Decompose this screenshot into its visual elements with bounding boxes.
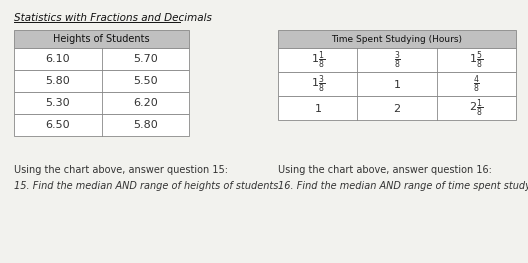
- Text: $1\frac{3}{8}$: $1\frac{3}{8}$: [310, 73, 325, 95]
- FancyBboxPatch shape: [278, 72, 516, 96]
- Text: 5.70: 5.70: [133, 54, 158, 64]
- FancyBboxPatch shape: [14, 48, 189, 70]
- Text: 15. Find the median AND range of heights of students.: 15. Find the median AND range of heights…: [14, 181, 281, 191]
- Text: 6.10: 6.10: [45, 54, 70, 64]
- Text: 5.80: 5.80: [133, 120, 158, 130]
- Text: 5.30: 5.30: [45, 98, 70, 108]
- Text: $\frac{3}{8}$: $\frac{3}{8}$: [393, 49, 400, 71]
- Text: Statistics with Fractions and Decimals: Statistics with Fractions and Decimals: [14, 13, 212, 23]
- Text: $1$: $1$: [314, 102, 322, 114]
- FancyBboxPatch shape: [14, 114, 189, 136]
- Text: $1\frac{5}{8}$: $1\frac{5}{8}$: [469, 49, 483, 71]
- Text: Heights of Students: Heights of Students: [53, 34, 150, 44]
- FancyBboxPatch shape: [278, 96, 516, 120]
- Text: $1\frac{1}{8}$: $1\frac{1}{8}$: [310, 49, 325, 71]
- Text: Time Spent Studying (Hours): Time Spent Studying (Hours): [332, 34, 463, 43]
- Text: 5.50: 5.50: [133, 76, 157, 86]
- FancyBboxPatch shape: [14, 30, 189, 48]
- Text: Using the chart above, answer question 16:: Using the chart above, answer question 1…: [278, 165, 492, 175]
- Text: 6.50: 6.50: [45, 120, 70, 130]
- Text: 16. Find the median AND range of time spent studying.: 16. Find the median AND range of time sp…: [278, 181, 528, 191]
- FancyBboxPatch shape: [278, 30, 516, 48]
- Text: $2\frac{1}{8}$: $2\frac{1}{8}$: [469, 97, 483, 119]
- Text: 6.20: 6.20: [133, 98, 158, 108]
- FancyBboxPatch shape: [14, 92, 189, 114]
- Text: 5.80: 5.80: [45, 76, 70, 86]
- Text: $\frac{4}{8}$: $\frac{4}{8}$: [473, 73, 480, 95]
- FancyBboxPatch shape: [14, 70, 189, 92]
- Text: $1$: $1$: [393, 78, 401, 90]
- Text: $2$: $2$: [393, 102, 401, 114]
- FancyBboxPatch shape: [278, 48, 516, 72]
- Text: Using the chart above, answer question 15:: Using the chart above, answer question 1…: [14, 165, 228, 175]
